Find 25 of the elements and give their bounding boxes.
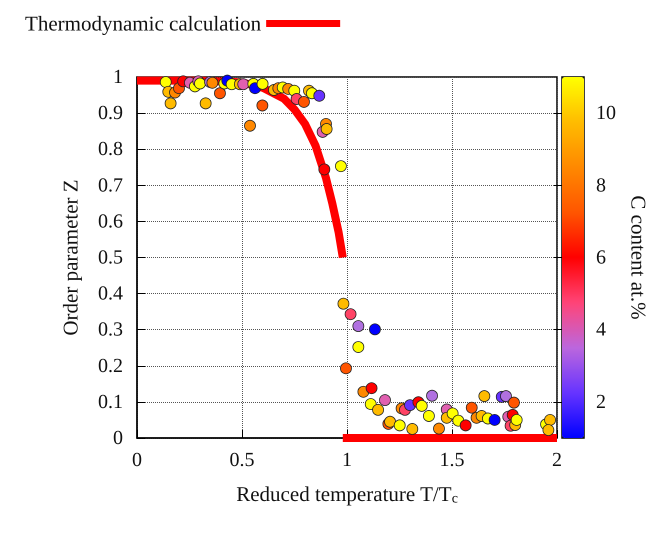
x-tick-label: 1.5 xyxy=(440,449,464,471)
y-tick-label: 0.9 xyxy=(98,102,123,124)
y-tick-label: 0.1 xyxy=(98,390,123,413)
y-tick-label: 0.7 xyxy=(98,174,123,196)
color-bar-label: 6 xyxy=(596,246,606,268)
y-axis-title: Order parameter Z xyxy=(58,179,82,336)
x-tick-label: 0.5 xyxy=(230,449,254,471)
y-tick-label: 0.8 xyxy=(98,138,123,160)
y-tick-label: 0.2 xyxy=(98,354,123,377)
x-axis-title: Reduced temperature T/Tc xyxy=(236,482,458,506)
x-tick-label: 2 xyxy=(552,449,562,471)
y-tick-label: 1 xyxy=(113,66,123,88)
x-tick-label: 0 xyxy=(132,449,142,471)
y-tick-label: 0 xyxy=(113,427,123,449)
legend-label: Thermodynamic calculation xyxy=(24,12,262,36)
color-bar-label: 2 xyxy=(596,390,606,413)
y-tick-label: 0.5 xyxy=(98,246,123,268)
color-bar-label: 10 xyxy=(596,102,616,124)
y-tick-label: 0.6 xyxy=(98,210,123,232)
color-bar-label: 4 xyxy=(596,318,606,341)
color-bar-title: C content at.% xyxy=(626,195,650,320)
y-tick-label: 0.3 xyxy=(98,318,123,341)
y-tick-label: 0.4 xyxy=(98,282,123,305)
color-bar-label: 8 xyxy=(596,174,606,196)
x-tick-label: 1 xyxy=(342,449,352,471)
